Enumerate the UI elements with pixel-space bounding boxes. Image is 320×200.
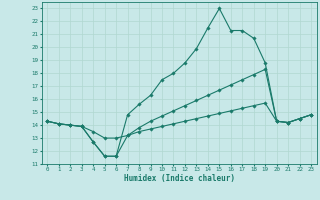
X-axis label: Humidex (Indice chaleur): Humidex (Indice chaleur) bbox=[124, 174, 235, 183]
